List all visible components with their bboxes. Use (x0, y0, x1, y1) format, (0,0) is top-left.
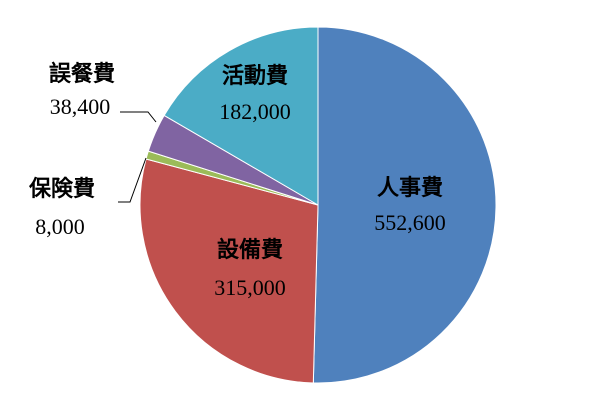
leader-line (118, 157, 147, 203)
slice-value: 552,600 (374, 210, 446, 235)
pie-slice (312, 26, 497, 384)
slice-label: 設備費 (217, 237, 283, 262)
pie-slice (163, 26, 319, 206)
slice-label: 保険費 (28, 176, 95, 201)
slice-value: 315,000 (214, 275, 286, 300)
slice-label: 誤餐費 (49, 61, 115, 86)
slice-label: 活動費 (222, 63, 288, 88)
pie-slice (139, 158, 319, 384)
leader-line (120, 111, 157, 123)
slice-value: 8,000 (35, 214, 85, 239)
slice-label: 人事費 (377, 175, 443, 200)
slice-value: 182,000 (219, 99, 291, 124)
slice-value: 38,400 (50, 94, 111, 119)
